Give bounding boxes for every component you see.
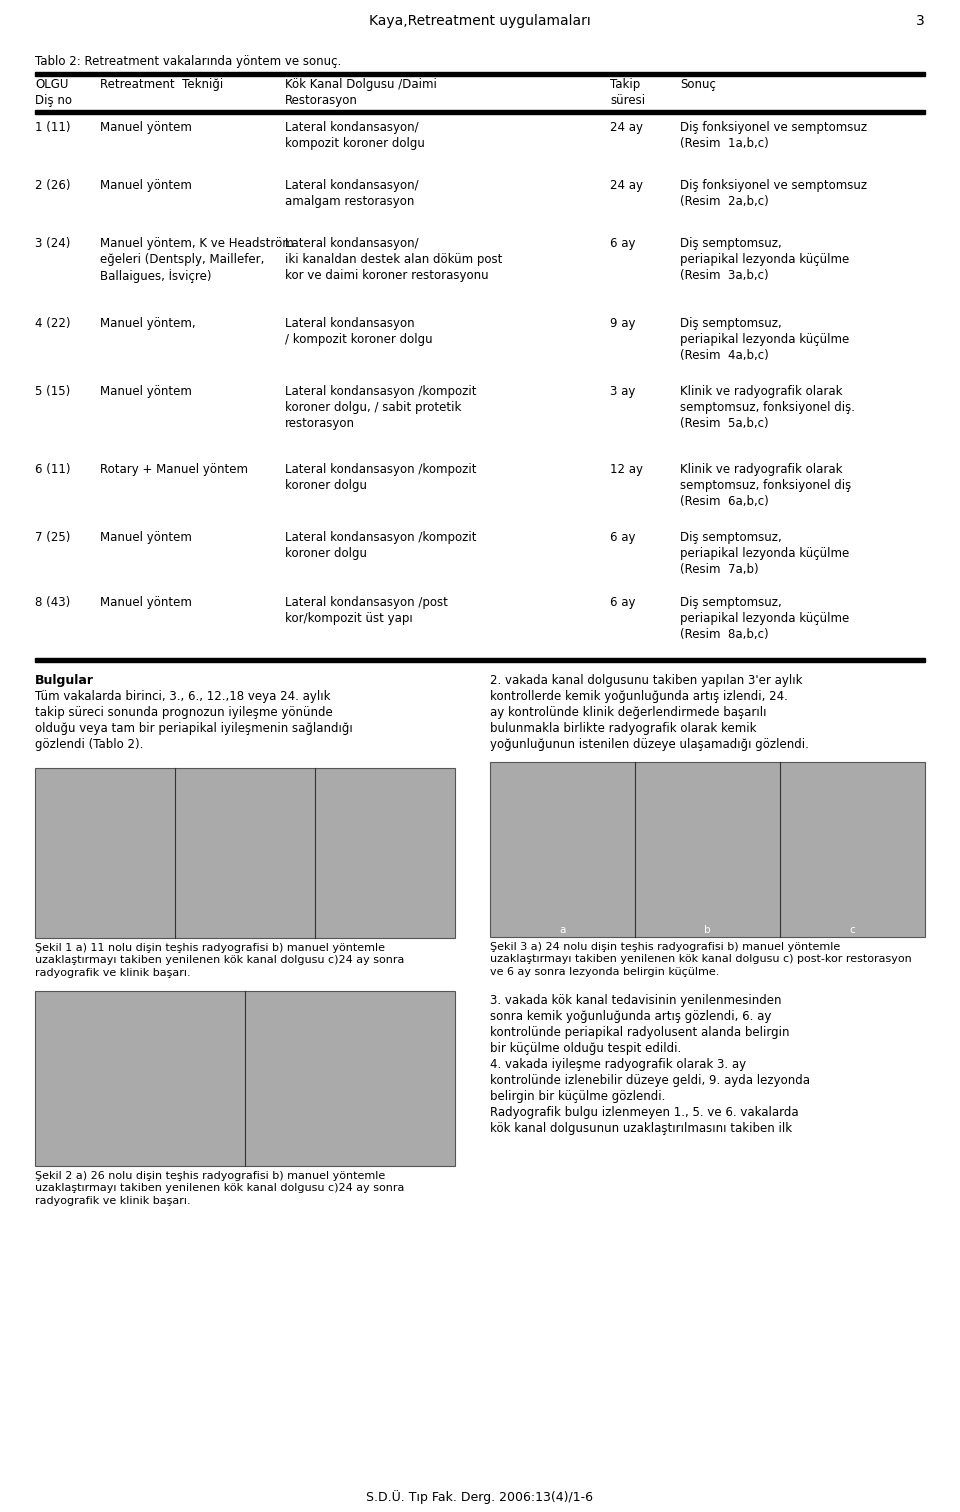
Text: Manuel yöntem: Manuel yöntem: [100, 178, 192, 192]
Text: Diş semptomsuz,
periapikal lezyonda küçülme
(Resim  7a,b): Diş semptomsuz, periapikal lezyonda küçü…: [680, 531, 850, 576]
Bar: [35, 73, 925, 76]
Text: 2 (26): 2 (26): [35, 178, 70, 192]
Text: Lateral kondansasyon /post
kor/kompozit üst yapı: Lateral kondansasyon /post kor/kompozit …: [285, 596, 448, 624]
Text: Manuel yöntem: Manuel yöntem: [100, 596, 192, 609]
Text: Manuel yöntem: Manuel yöntem: [100, 531, 192, 544]
Text: Sonuç: Sonuç: [680, 79, 716, 91]
Text: 8 (43): 8 (43): [35, 596, 70, 609]
Text: 6 ay: 6 ay: [610, 237, 636, 249]
Text: c: c: [850, 925, 855, 934]
Text: Lateral kondansasyon/
amalgam restorasyon: Lateral kondansasyon/ amalgam restorasyo…: [285, 178, 419, 209]
Text: Diş semptomsuz,
periapikal lezyonda küçülme
(Resim  3a,b,c): Diş semptomsuz, periapikal lezyonda küçü…: [680, 237, 850, 283]
Text: 6 ay: 6 ay: [610, 596, 636, 609]
Text: Şekil 1 a) 11 nolu dişin teşhis radyografisi b) manuel yöntemle
uzaklaştırmayı t: Şekil 1 a) 11 nolu dişin teşhis radyogra…: [35, 943, 404, 978]
Text: Tablo 2: Retreatment vakalarında yöntem ve sonuç.: Tablo 2: Retreatment vakalarında yöntem …: [35, 54, 341, 68]
Bar: [35, 990, 455, 1166]
Text: Şekil 2 a) 26 nolu dişin teşhis radyografisi b) manuel yöntemle
uzaklaştırmayı t: Şekil 2 a) 26 nolu dişin teşhis radyogra…: [35, 1170, 404, 1205]
Text: 5 (15): 5 (15): [35, 386, 70, 398]
Text: Manuel yöntem: Manuel yöntem: [100, 121, 192, 135]
Text: 9 ay: 9 ay: [610, 318, 636, 330]
Text: Diş fonksiyonel ve semptomsuz
(Resim  2a,b,c): Diş fonksiyonel ve semptomsuz (Resim 2a,…: [680, 178, 867, 209]
Text: Şekil 3 a) 24 nolu dişin teşhis radyografisi b) manuel yöntemle
uzaklaştırmayı t: Şekil 3 a) 24 nolu dişin teşhis radyogra…: [490, 942, 912, 977]
Text: Tüm vakalarda birinci, 3., 6., 12.,18 veya 24. aylık
takip süreci sonunda progno: Tüm vakalarda birinci, 3., 6., 12.,18 ve…: [35, 689, 352, 751]
Text: Diş fonksiyonel ve semptomsuz
(Resim  1a,b,c): Diş fonksiyonel ve semptomsuz (Resim 1a,…: [680, 121, 867, 150]
Text: Diş semptomsuz,
periapikal lezyonda küçülme
(Resim  8a,b,c): Diş semptomsuz, periapikal lezyonda küçü…: [680, 596, 850, 641]
Text: 12 ay: 12 ay: [610, 463, 643, 476]
Text: Lateral kondansasyon /kompozit
koroner dolgu: Lateral kondansasyon /kompozit koroner d…: [285, 463, 476, 491]
Text: 3. vakada kök kanal tedavisinin yenilenmesinden
sonra kemik yoğunluğunda artış g: 3. vakada kök kanal tedavisinin yenilenm…: [490, 993, 810, 1136]
Text: Kök Kanal Dolgusu /Daimi
Restorasyon: Kök Kanal Dolgusu /Daimi Restorasyon: [285, 79, 437, 107]
Text: Lateral kondansasyon
/ kompozit koroner dolgu: Lateral kondansasyon / kompozit koroner …: [285, 318, 433, 346]
Text: Manuel yöntem, K ve Headström
eğeleri (Dentsply, Maillefer,
Ballaigues, İsviçre): Manuel yöntem, K ve Headström eğeleri (D…: [100, 237, 294, 283]
Text: Bulgular: Bulgular: [35, 674, 94, 686]
Bar: [35, 110, 925, 113]
Text: 6 (11): 6 (11): [35, 463, 70, 476]
Text: 2. vakada kanal dolgusunu takiben yapılan 3'er aylık
kontrollerde kemik yoğunluğ: 2. vakada kanal dolgusunu takiben yapıla…: [490, 674, 809, 751]
Text: 3: 3: [916, 14, 925, 29]
Text: Lateral kondansasyon /kompozit
koroner dolgu: Lateral kondansasyon /kompozit koroner d…: [285, 531, 476, 559]
Text: Rotary + Manuel yöntem: Rotary + Manuel yöntem: [100, 463, 248, 476]
Text: Klinik ve radyografik olarak
semptomsuz, fonksiyonel diş.
(Resim  5a,b,c): Klinik ve radyografik olarak semptomsuz,…: [680, 386, 855, 429]
Bar: [35, 768, 455, 937]
Text: Lateral kondansasyon /kompozit
koroner dolgu, / sabit protetik
restorasyon: Lateral kondansasyon /kompozit koroner d…: [285, 386, 476, 429]
Text: 3 (24): 3 (24): [35, 237, 70, 249]
Text: Manuel yöntem: Manuel yöntem: [100, 386, 192, 398]
Text: Retreatment  Tekniği: Retreatment Tekniği: [100, 79, 224, 91]
Text: Diş semptomsuz,
periapikal lezyonda küçülme
(Resim  4a,b,c): Diş semptomsuz, periapikal lezyonda küçü…: [680, 318, 850, 361]
Text: 1 (11): 1 (11): [35, 121, 70, 135]
Text: Takip
süresi: Takip süresi: [610, 79, 645, 107]
Text: 6 ay: 6 ay: [610, 531, 636, 544]
Text: Lateral kondansasyon/
kompozit koroner dolgu: Lateral kondansasyon/ kompozit koroner d…: [285, 121, 425, 150]
Text: Klinik ve radyografik olarak
semptomsuz, fonksiyonel diş
(Resim  6a,b,c): Klinik ve radyografik olarak semptomsuz,…: [680, 463, 852, 508]
Text: 24 ay: 24 ay: [610, 121, 643, 135]
Text: 7 (25): 7 (25): [35, 531, 70, 544]
Text: a: a: [560, 925, 565, 934]
Text: 4 (22): 4 (22): [35, 318, 70, 330]
Text: 24 ay: 24 ay: [610, 178, 643, 192]
Bar: [35, 658, 925, 662]
Bar: [490, 762, 925, 937]
Text: Lateral kondansasyon/
iki kanaldan destek alan döküm post
kor ve daimi koroner r: Lateral kondansasyon/ iki kanaldan deste…: [285, 237, 502, 283]
Text: b: b: [705, 925, 710, 934]
Text: Kaya,Retreatment uygulamaları: Kaya,Retreatment uygulamaları: [370, 14, 590, 29]
Text: 3 ay: 3 ay: [610, 386, 636, 398]
Text: S.D.Ü. Tıp Fak. Derg. 2006:13(4)/1-6: S.D.Ü. Tıp Fak. Derg. 2006:13(4)/1-6: [367, 1489, 593, 1504]
Text: OLGU
Diş no: OLGU Diş no: [35, 79, 72, 107]
Text: Manuel yöntem,: Manuel yöntem,: [100, 318, 196, 330]
